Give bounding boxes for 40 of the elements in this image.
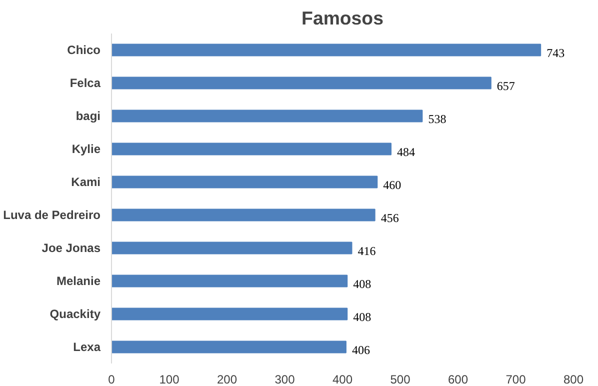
y-tick-label: bagi <box>76 109 101 123</box>
data-label: 657 <box>496 79 515 93</box>
bar <box>112 208 376 222</box>
x-tick-label: 0 <box>108 372 116 386</box>
bar <box>112 76 492 90</box>
bar <box>112 340 346 354</box>
x-tick-label: 300 <box>274 372 296 386</box>
y-tick-label: Kami <box>71 175 100 189</box>
data-label: 743 <box>546 46 565 60</box>
y-tick-label: Felca <box>70 76 101 90</box>
y-tick-label: Quackity <box>50 307 101 321</box>
data-label: 460 <box>383 178 402 192</box>
bar <box>112 44 542 56</box>
y-tick-label: Joe Jonas <box>42 241 101 255</box>
bar <box>112 308 348 320</box>
y-tick-label: Lexa <box>73 340 101 354</box>
x-tick-label: 700 <box>506 372 526 386</box>
x-tick-label: 100 <box>159 372 180 386</box>
y-tick-label: Melanie <box>56 274 101 288</box>
data-label: 408 <box>353 277 372 291</box>
y-tick-label: Luva de Pedreiro <box>3 208 101 222</box>
bar <box>112 142 392 156</box>
x-tick-label: 200 <box>216 372 238 386</box>
data-label: 456 <box>380 211 399 225</box>
bar <box>112 110 423 122</box>
bar <box>112 242 352 254</box>
data-label: 484 <box>397 145 416 159</box>
x-tick-label: 400 <box>332 372 353 386</box>
bar <box>112 176 378 188</box>
data-label: 408 <box>353 310 372 324</box>
data-label: 538 <box>428 112 446 126</box>
bar <box>112 274 348 288</box>
x-tick-label: 800 <box>563 372 584 386</box>
y-tick-label: Kylie <box>72 142 101 156</box>
x-tick-label: 600 <box>448 372 468 386</box>
data-label: 406 <box>352 343 370 357</box>
y-tick-label: Chico <box>67 43 101 57</box>
x-tick-label: 500 <box>390 372 411 386</box>
data-label: 416 <box>358 244 376 258</box>
chart-title: Famosos <box>302 8 384 28</box>
